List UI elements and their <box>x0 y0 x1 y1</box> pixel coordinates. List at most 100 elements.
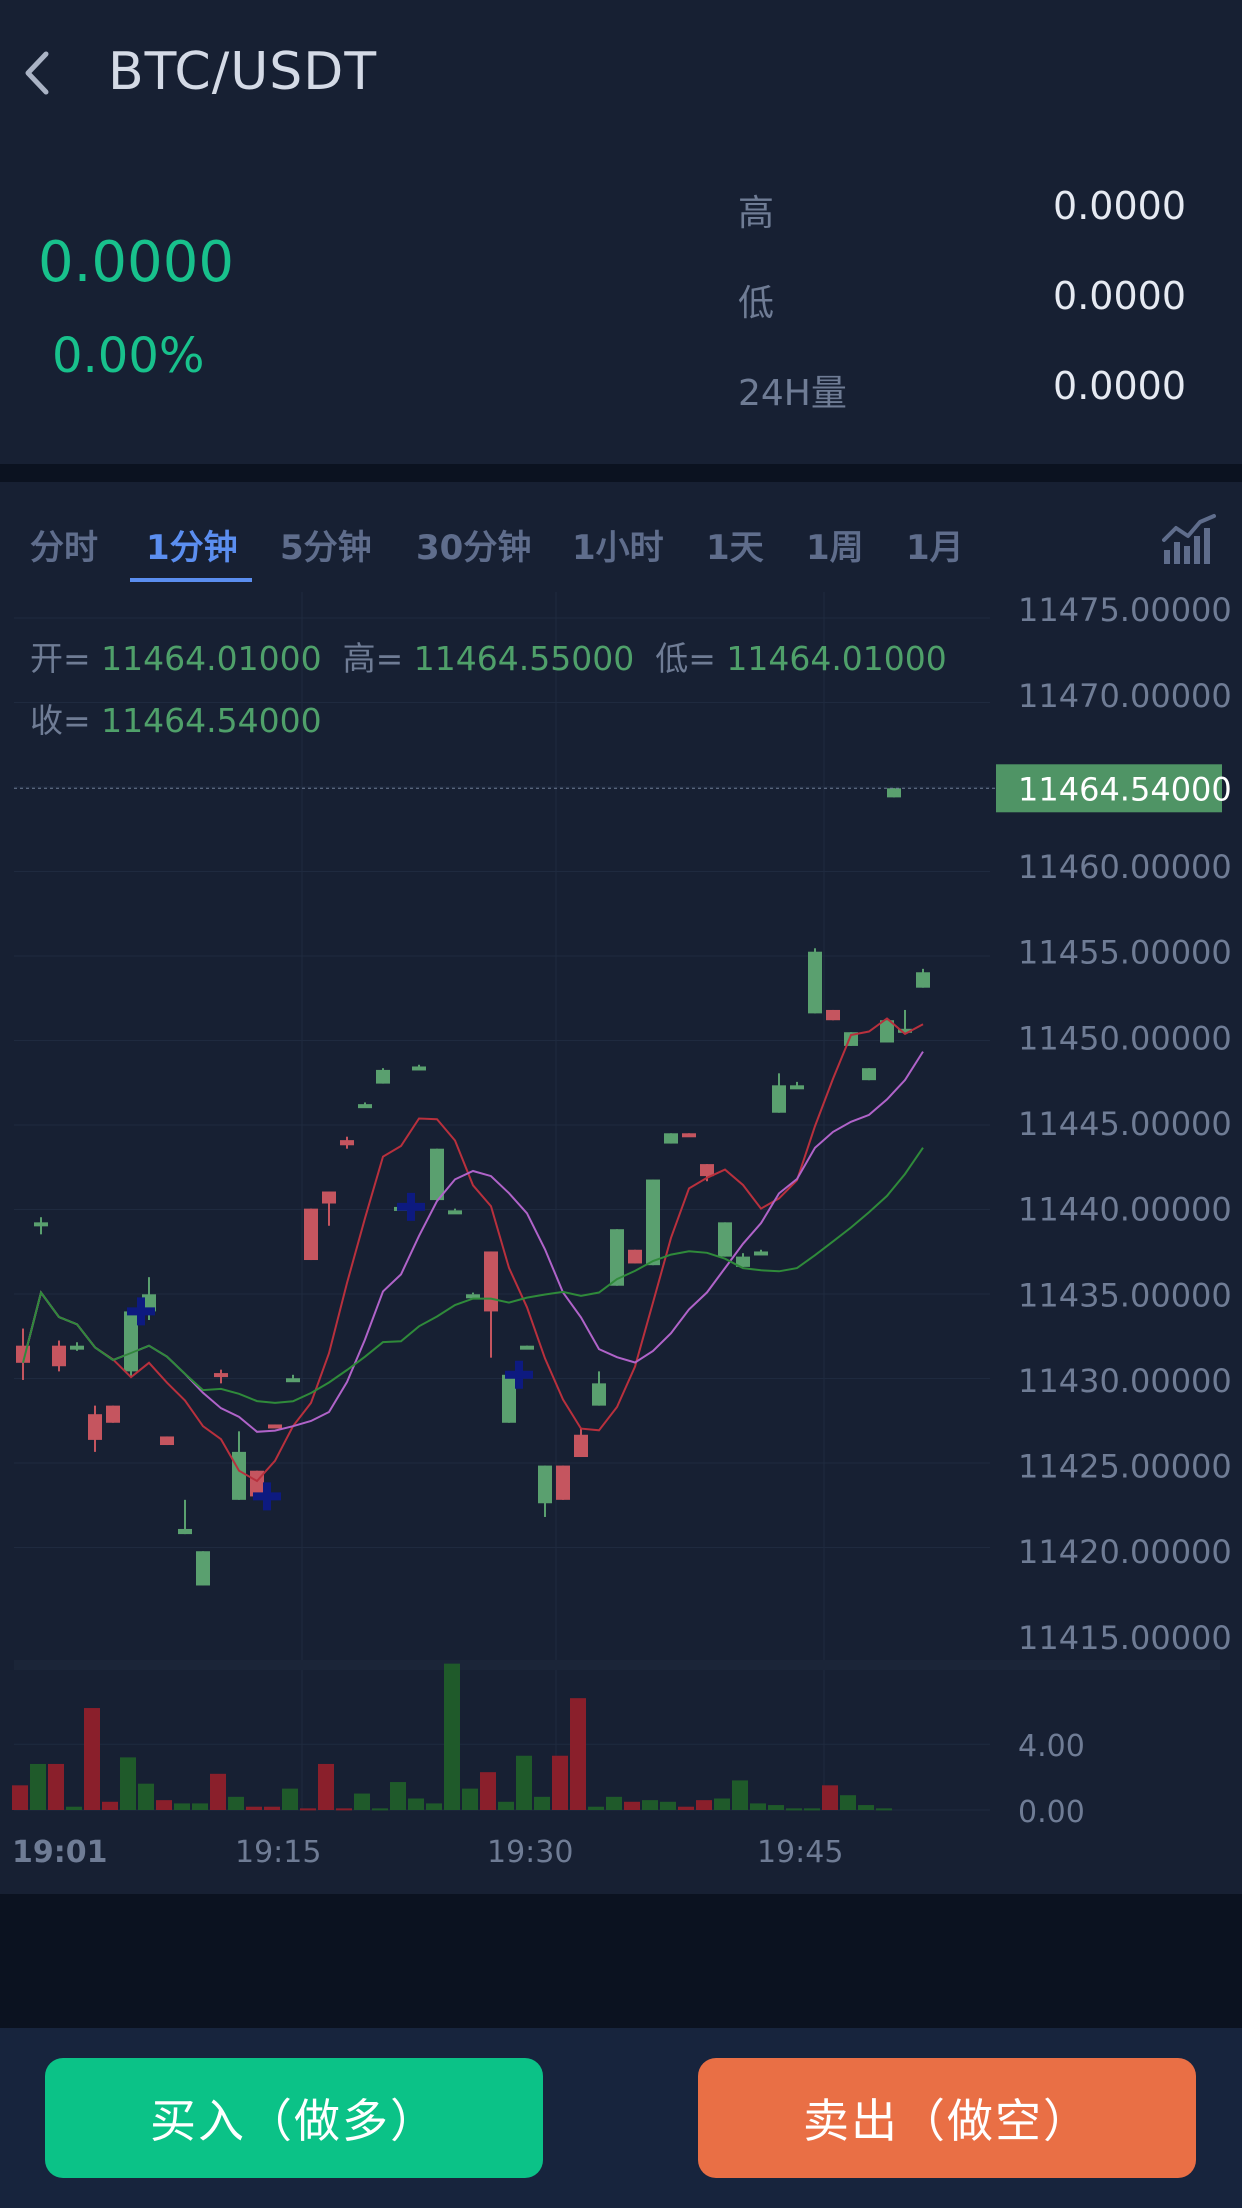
indicator-chart-icon[interactable] <box>1162 512 1218 566</box>
ticker-summary: 0.0000 0.00% 高 0.0000 低 0.0000 24H量 0.00… <box>0 150 1242 464</box>
volume-bar <box>120 1757 136 1810</box>
empty-area <box>0 1894 1242 2028</box>
open-value: 11464.01000 <box>101 639 322 678</box>
section-divider <box>0 464 1242 482</box>
candle-body <box>232 1451 246 1500</box>
price-tick-label: 11435.00000 <box>1018 1276 1232 1314</box>
volume-bar <box>768 1805 784 1810</box>
ma5-line <box>22 1017 924 1483</box>
volume-bar <box>354 1793 370 1810</box>
change-percent: 0.00% <box>52 328 205 384</box>
buy-long-button[interactable]: 买入（做多） <box>45 2058 543 2178</box>
sell-short-button[interactable]: 卖出（做空） <box>698 2058 1196 2178</box>
volume-bar <box>588 1806 604 1810</box>
volume-bar <box>264 1806 280 1810</box>
volume-bar <box>12 1785 28 1810</box>
volume-bar <box>66 1806 82 1810</box>
low-value: 11464.01000 <box>726 639 947 678</box>
ohlc-row-2: 收= 11464.54000 <box>30 694 322 742</box>
back-button[interactable] <box>18 38 78 108</box>
volume-24h-value: 0.0000 <box>1053 364 1186 408</box>
volume-bar <box>390 1782 406 1810</box>
volume-bar <box>606 1796 622 1810</box>
app-header: BTC/USDT <box>0 0 1242 150</box>
price-tick-label: 11450.00000 <box>1018 1019 1232 1057</box>
price-tick-label: 11420.00000 <box>1018 1533 1232 1571</box>
volume-bar <box>462 1788 478 1810</box>
current-price-label: 11464.54000 <box>1018 770 1232 808</box>
candle-body <box>412 1066 426 1071</box>
tab-30min[interactable]: 30分钟 <box>416 528 532 568</box>
low-label: 低 <box>738 283 775 324</box>
candle-body <box>88 1414 102 1440</box>
volume-bar <box>642 1800 658 1810</box>
candle-body <box>826 1009 840 1021</box>
volume-bar <box>102 1801 118 1810</box>
high-value: 11464.55000 <box>413 639 635 678</box>
ma20-line <box>22 1147 924 1404</box>
time-axis-label: 19:15 <box>235 1835 321 1870</box>
candlestick-chart[interactable]: 11475.00000 11470.00000 11460.00000 11455.0… <box>0 592 1242 1894</box>
candle-body <box>106 1405 120 1423</box>
volume-bar <box>840 1795 856 1810</box>
volume-bar <box>570 1698 586 1810</box>
candle-body <box>142 1294 156 1312</box>
price-tick-label: 11475.00000 <box>1018 592 1232 629</box>
candle-body <box>862 1068 876 1081</box>
volume-24h-label: 24H量 <box>738 373 847 414</box>
tab-1day[interactable]: 1天 <box>706 528 764 568</box>
volume-bar <box>876 1808 892 1811</box>
low-label: 低= <box>655 639 716 678</box>
volume-bar <box>660 1801 676 1810</box>
tab-5min[interactable]: 5分钟 <box>280 528 372 568</box>
action-bar: 买入（做多） 卖出（做空） <box>0 2028 1242 2208</box>
active-tab-indicator <box>130 578 252 582</box>
high-value: 0.0000 <box>1053 184 1186 228</box>
candle-body <box>196 1551 210 1586</box>
candle-body <box>448 1210 462 1215</box>
volume-bar <box>624 1801 640 1810</box>
candle-body <box>268 1424 282 1429</box>
chevron-left-icon <box>25 51 49 95</box>
volume-bar <box>84 1708 100 1810</box>
volume-bar <box>444 1663 460 1810</box>
candle-body <box>286 1378 300 1383</box>
tab-time-sharing[interactable]: 分时 <box>30 528 98 568</box>
cross-marker <box>505 1360 533 1389</box>
candle-body <box>887 788 901 798</box>
price-tick-label: 11455.00000 <box>1018 934 1232 972</box>
price-tick-label: 11460.00000 <box>1018 848 1232 886</box>
cross-marker <box>253 1482 281 1511</box>
volume-bar <box>750 1803 766 1810</box>
tab-1week[interactable]: 1周 <box>806 528 864 568</box>
candle-body <box>898 1028 912 1033</box>
volume-bar <box>408 1798 424 1810</box>
volume-bar <box>480 1772 496 1810</box>
candle-body <box>502 1374 516 1423</box>
volume-bar <box>30 1763 46 1810</box>
price-tick-label: 11425.00000 <box>1018 1448 1232 1486</box>
candle-body <box>880 1020 894 1043</box>
volume-bar <box>282 1788 298 1810</box>
price-tick-label: 11415.00000 <box>1018 1619 1232 1657</box>
volume-bar <box>426 1803 442 1810</box>
tab-1month[interactable]: 1月 <box>906 528 964 568</box>
candle-body <box>52 1345 66 1367</box>
volume-bar <box>516 1755 532 1810</box>
time-axis-label: 19:01 <box>12 1835 108 1870</box>
candle-body <box>664 1133 678 1144</box>
volume-tick-label: 4.00 <box>1018 1729 1085 1764</box>
volume-pane-divider <box>14 1660 1220 1670</box>
volume-bar <box>732 1780 748 1810</box>
candle-body <box>538 1465 552 1504</box>
volume-bar <box>156 1800 172 1810</box>
price-tick-label: 11430.00000 <box>1018 1362 1232 1400</box>
current-price-tag <box>996 764 1222 813</box>
close-label: 收= <box>30 701 91 740</box>
tab-1min[interactable]: 1分钟 <box>146 528 238 568</box>
candle-body <box>628 1249 642 1264</box>
candle-body <box>790 1085 804 1090</box>
candle-body <box>556 1465 570 1500</box>
volume-bar <box>858 1805 874 1810</box>
tab-1hour[interactable]: 1小时 <box>572 528 664 568</box>
